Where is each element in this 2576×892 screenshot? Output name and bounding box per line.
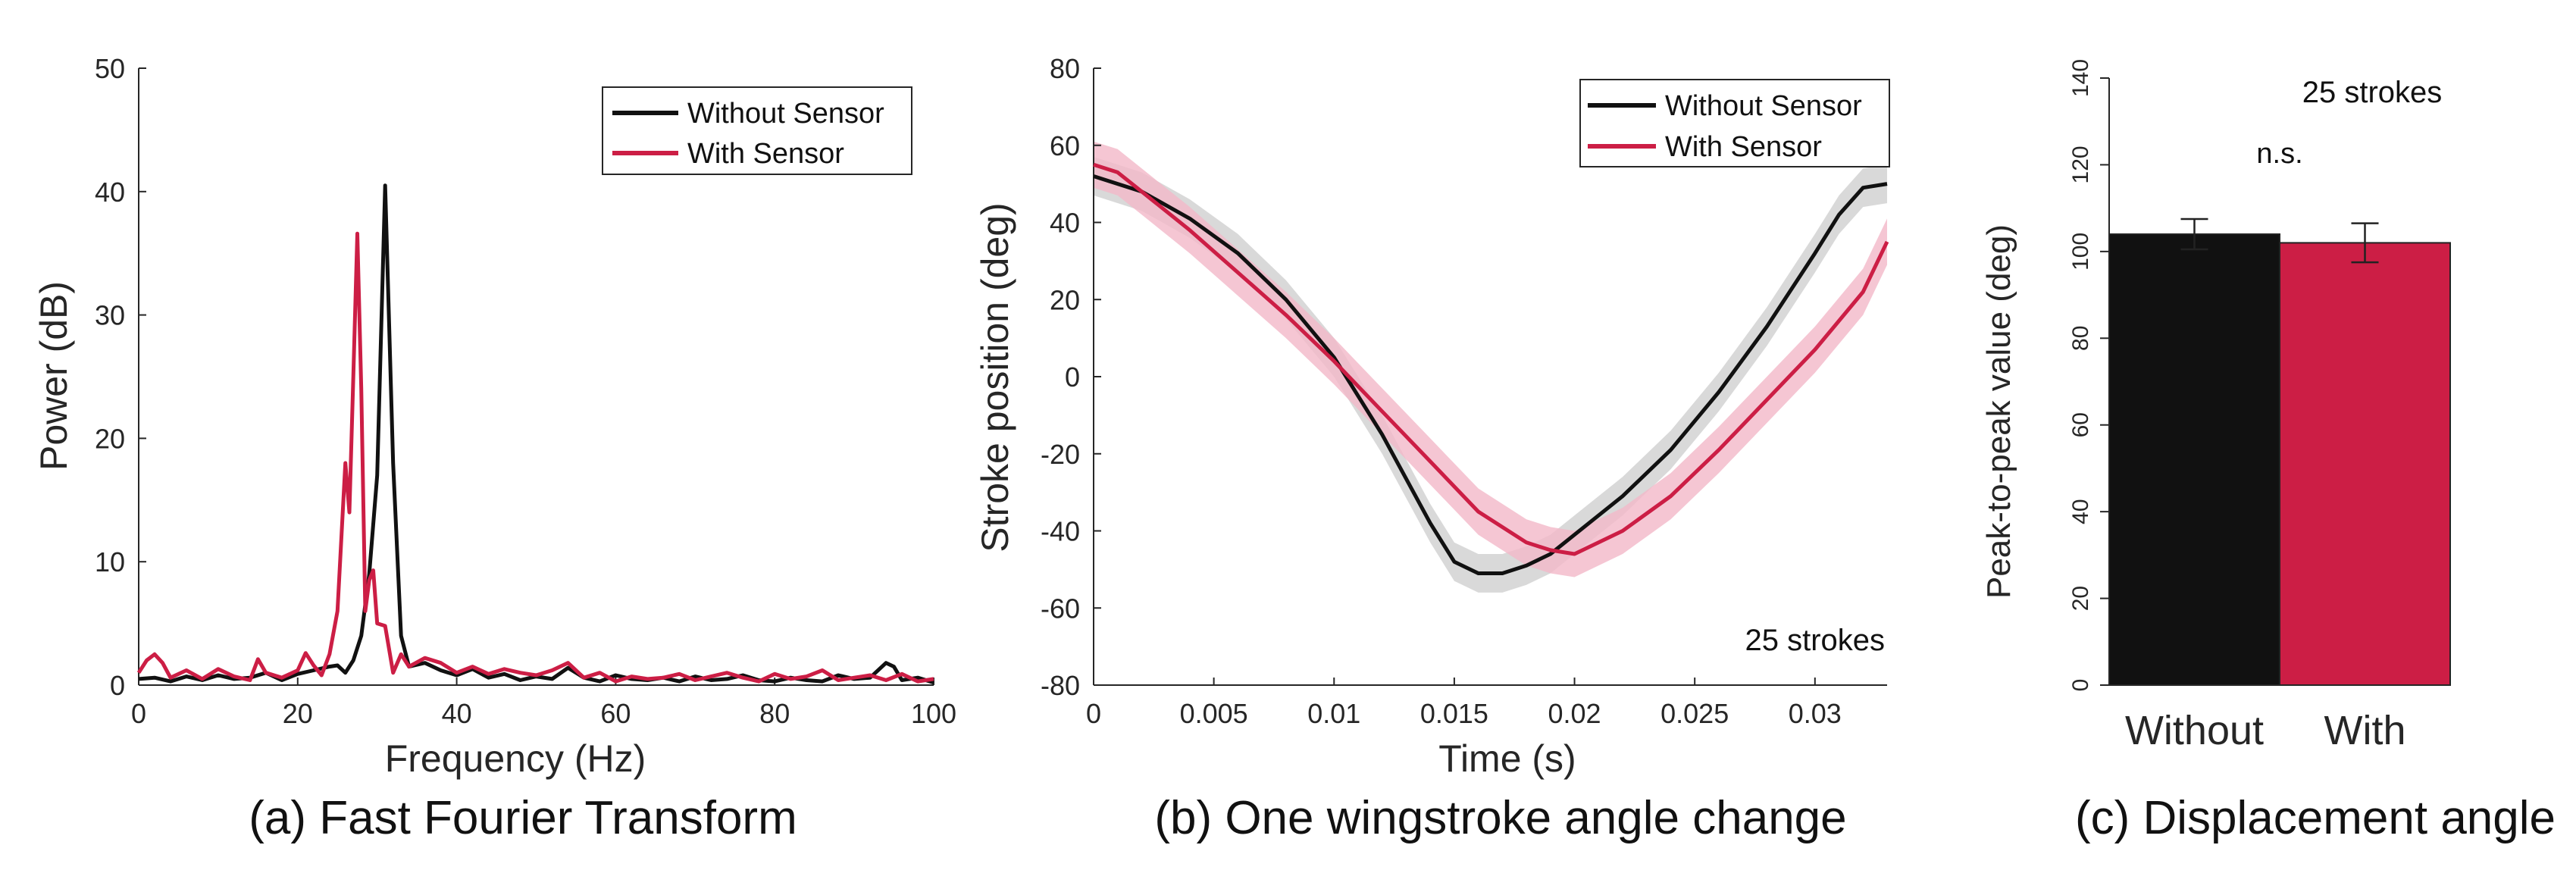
fft-axes: 0 10 20 30 40 50 0 20 40 60 80 100	[95, 53, 956, 729]
y-tick-label: 50	[95, 53, 125, 84]
x-tick-label: 0.01	[1307, 698, 1360, 729]
fft-legend-with: With Sensor	[687, 138, 844, 170]
x-tick-label: 20	[283, 698, 313, 729]
y-tick-label: -60	[1041, 593, 1080, 624]
y-tick-label: 30	[95, 300, 125, 331]
displacement-strokes-note: 25 strokes	[2302, 76, 2443, 109]
x-tick-label: 0.03	[1789, 698, 1842, 729]
y-tick-label: 60	[1050, 130, 1080, 161]
wingstroke-band-with	[1094, 141, 1887, 577]
x-tick-label: 40	[442, 698, 472, 729]
y-tick-label: 0	[110, 670, 125, 701]
fft-line-without	[138, 183, 934, 685]
panel-displacement: 0 20 40 60 80 100 120 140 Without With 25 strokes…	[1980, 59, 2556, 844]
y-tick-label: -80	[1041, 670, 1080, 701]
wingstroke-annotation: 25 strokes	[1745, 624, 1885, 657]
wingstroke-bands	[1094, 141, 1887, 593]
wingstroke-series	[1093, 162, 1889, 575]
y-tick-label: 100	[2068, 233, 2093, 271]
x-tick-label: 0	[1086, 698, 1101, 729]
x-tick-label: 80	[759, 698, 790, 729]
displacement-bars	[2108, 218, 2451, 686]
x-tick-label: 0.025	[1660, 698, 1729, 729]
y-tick-label: 60	[2068, 412, 2093, 437]
y-tick-label: 40	[2068, 499, 2093, 524]
wingstroke-ylabel: Stroke position (deg)	[974, 202, 1016, 552]
displacement-caption: (c) Displacement angle	[2075, 792, 2556, 844]
fft-xlabel: Frequency (Hz)	[385, 737, 646, 780]
wingstroke-legend-box	[1579, 79, 1890, 167]
wingstroke-line-without	[1093, 174, 1888, 575]
fft-ylabel: Power (dB)	[33, 281, 75, 471]
category-label-with: With	[2324, 708, 2406, 753]
y-tick-label: 20	[2068, 586, 2093, 611]
x-tick-label: 0.015	[1420, 698, 1488, 729]
category-label-without: Without	[2125, 708, 2264, 753]
bar-with	[2279, 242, 2451, 686]
panel-wingstroke: -80 -60 -40 -20 0 20 40 60 80 0 0.005 0.01 0.015 0.02…	[974, 53, 1890, 844]
y-tick-label: 120	[2068, 146, 2093, 183]
x-tick-label: 0	[131, 698, 146, 729]
x-tick-label: 100	[911, 698, 956, 729]
y-tick-label: 20	[95, 423, 125, 454]
y-tick-label: 10	[95, 546, 125, 577]
fft-series	[136, 183, 934, 685]
fft-caption: (a) Fast Fourier Transform	[249, 792, 797, 844]
fft-legend-without: Without Sensor	[687, 98, 884, 130]
panel-fft: 0 10 20 30 40 50 0 20 40 60 80 100 Without Sensor W…	[33, 53, 956, 844]
wingstroke-legend: Without Sensor With Sensor	[1579, 79, 1890, 167]
displacement-axes: 0 20 40 60 80 100 120 140 Without With	[2068, 59, 2450, 753]
y-tick-label: 0	[1065, 361, 1080, 393]
wingstroke-legend-with: With Sensor	[1665, 131, 1822, 163]
y-tick-label: 80	[2068, 326, 2093, 351]
wingstroke-xlabel: Time (s)	[1438, 737, 1576, 780]
y-tick-label: 80	[1050, 53, 1080, 84]
displacement-ns-note: n.s.	[2256, 138, 2302, 170]
y-tick-label: 40	[95, 177, 125, 208]
fft-legend-box	[602, 86, 912, 175]
displacement-ylabel: Peak-to-peak value (deg)	[1980, 224, 2017, 599]
bar-without	[2108, 233, 2280, 686]
wingstroke-caption: (b) One wingstroke angle change	[1154, 792, 1846, 844]
fft-line-with	[136, 231, 934, 684]
y-tick-label: 40	[1050, 208, 1080, 239]
fft-legend: Without Sensor With Sensor	[602, 86, 912, 175]
y-tick-label: 20	[1050, 284, 1080, 315]
x-tick-label: 0.02	[1548, 698, 1601, 729]
y-tick-label: -40	[1041, 516, 1080, 547]
y-tick-label: -20	[1041, 439, 1080, 470]
x-tick-label: 0.005	[1180, 698, 1248, 729]
wingstroke-axes: -80 -60 -40 -20 0 20 40 60 80 0 0.005 0.01 0.015 0.02…	[1041, 53, 1887, 729]
wingstroke-line-with	[1093, 162, 1889, 556]
x-tick-label: 60	[600, 698, 631, 729]
y-tick-label: 0	[2068, 679, 2093, 692]
wingstroke-legend-without: Without Sensor	[1665, 90, 1862, 122]
y-tick-label: 140	[2068, 59, 2093, 97]
